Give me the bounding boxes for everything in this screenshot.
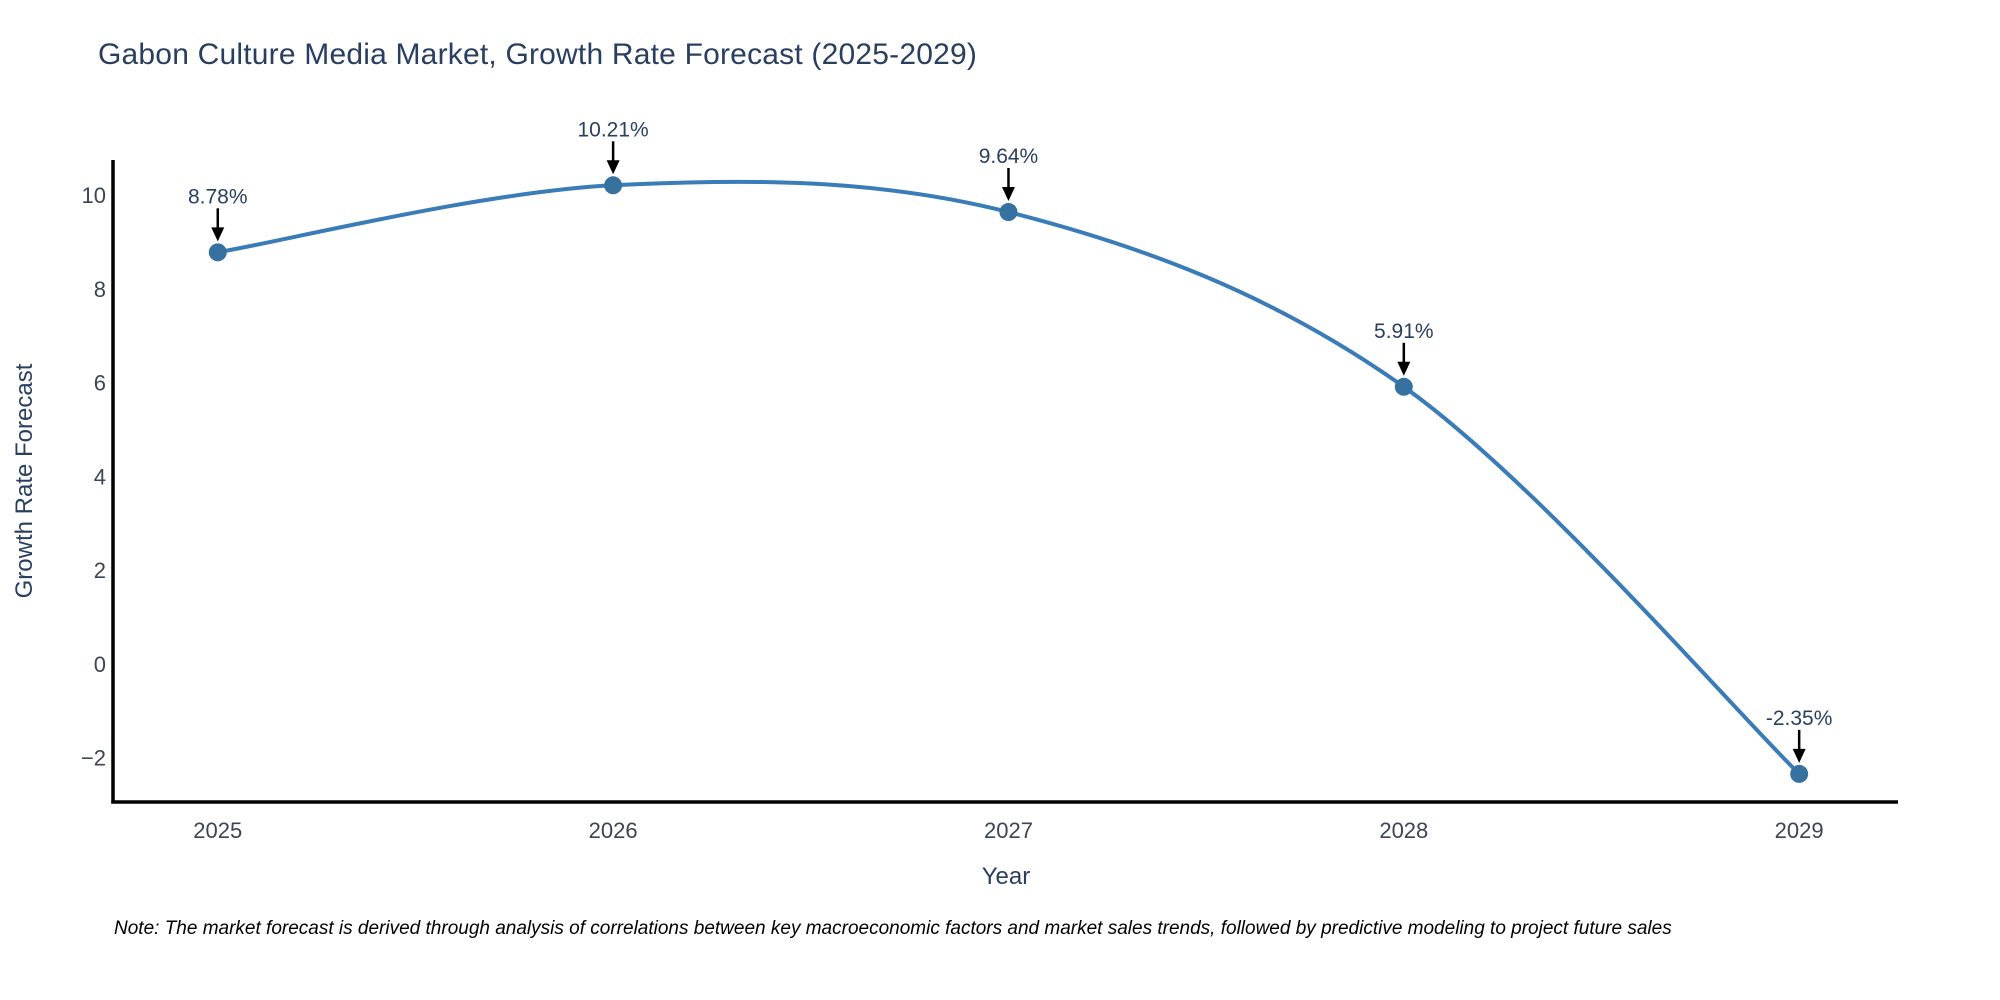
point-annotations: 8.78% 10.21% 9.64% 5.91% -2.35% (188, 118, 1832, 763)
point-annotation: 5.91% (1374, 320, 1434, 376)
point-annotation: 8.78% (188, 185, 248, 242)
data-point-marker[interactable] (208, 243, 227, 262)
annotation-arrowhead-icon (1792, 748, 1806, 763)
data-point-marker[interactable] (604, 176, 623, 195)
annotation-arrowhead-icon (211, 227, 225, 242)
y-tick-label: 0 (94, 652, 106, 677)
data-point-marker[interactable] (1790, 764, 1809, 783)
y-tick-label: 6 (94, 371, 106, 396)
y-tick-label: 10 (82, 183, 106, 208)
annotation-label: -2.35% (1766, 707, 1833, 730)
annotation-arrowhead-icon (1001, 187, 1015, 202)
x-tick-label: 2025 (193, 818, 242, 843)
x-tick-label: 2027 (984, 818, 1033, 843)
data-point-markers (208, 176, 1809, 783)
y-tick-label: 8 (94, 277, 106, 302)
annotation-arrowhead-icon (606, 160, 620, 175)
annotation-label: 5.91% (1374, 320, 1434, 343)
line-series (215, 179, 1802, 776)
point-annotation: 10.21% (577, 118, 649, 175)
point-annotation: 9.64% (979, 145, 1039, 202)
data-point-marker[interactable] (1394, 377, 1413, 396)
annotation-label: 9.64% (979, 145, 1039, 168)
y-tick-label: −2 (81, 745, 106, 770)
x-tick-label: 2029 (1775, 818, 1824, 843)
annotation-label: 10.21% (577, 118, 648, 141)
y-axis-label: Growth Rate Forecast (11, 363, 38, 598)
annotation-label: 8.78% (188, 185, 248, 208)
y-tick-labels: 10 8 6 4 2 0 −2 (81, 183, 106, 770)
annotation-arrowhead-icon (1397, 361, 1411, 376)
y-tick-label: 2 (94, 558, 106, 583)
x-tick-label: 2026 (589, 818, 638, 843)
axes (111, 160, 1898, 804)
chart-title: Gabon Culture Media Market, Growth Rate … (98, 38, 978, 71)
data-point-marker[interactable] (999, 203, 1018, 222)
footnote: Note: The market forecast is derived thr… (114, 918, 1672, 939)
point-annotation: -2.35% (1766, 707, 1833, 763)
x-tick-labels: 2025 2026 2027 2028 2029 (193, 818, 1823, 843)
x-tick-label: 2028 (1379, 818, 1428, 843)
x-axis-label: Year (982, 863, 1031, 890)
y-tick-label: 4 (94, 464, 106, 489)
chart-canvas: 10 8 6 4 2 0 −2 2025 2026 2027 2028 2029 Growth Ra… (11, 118, 1898, 890)
